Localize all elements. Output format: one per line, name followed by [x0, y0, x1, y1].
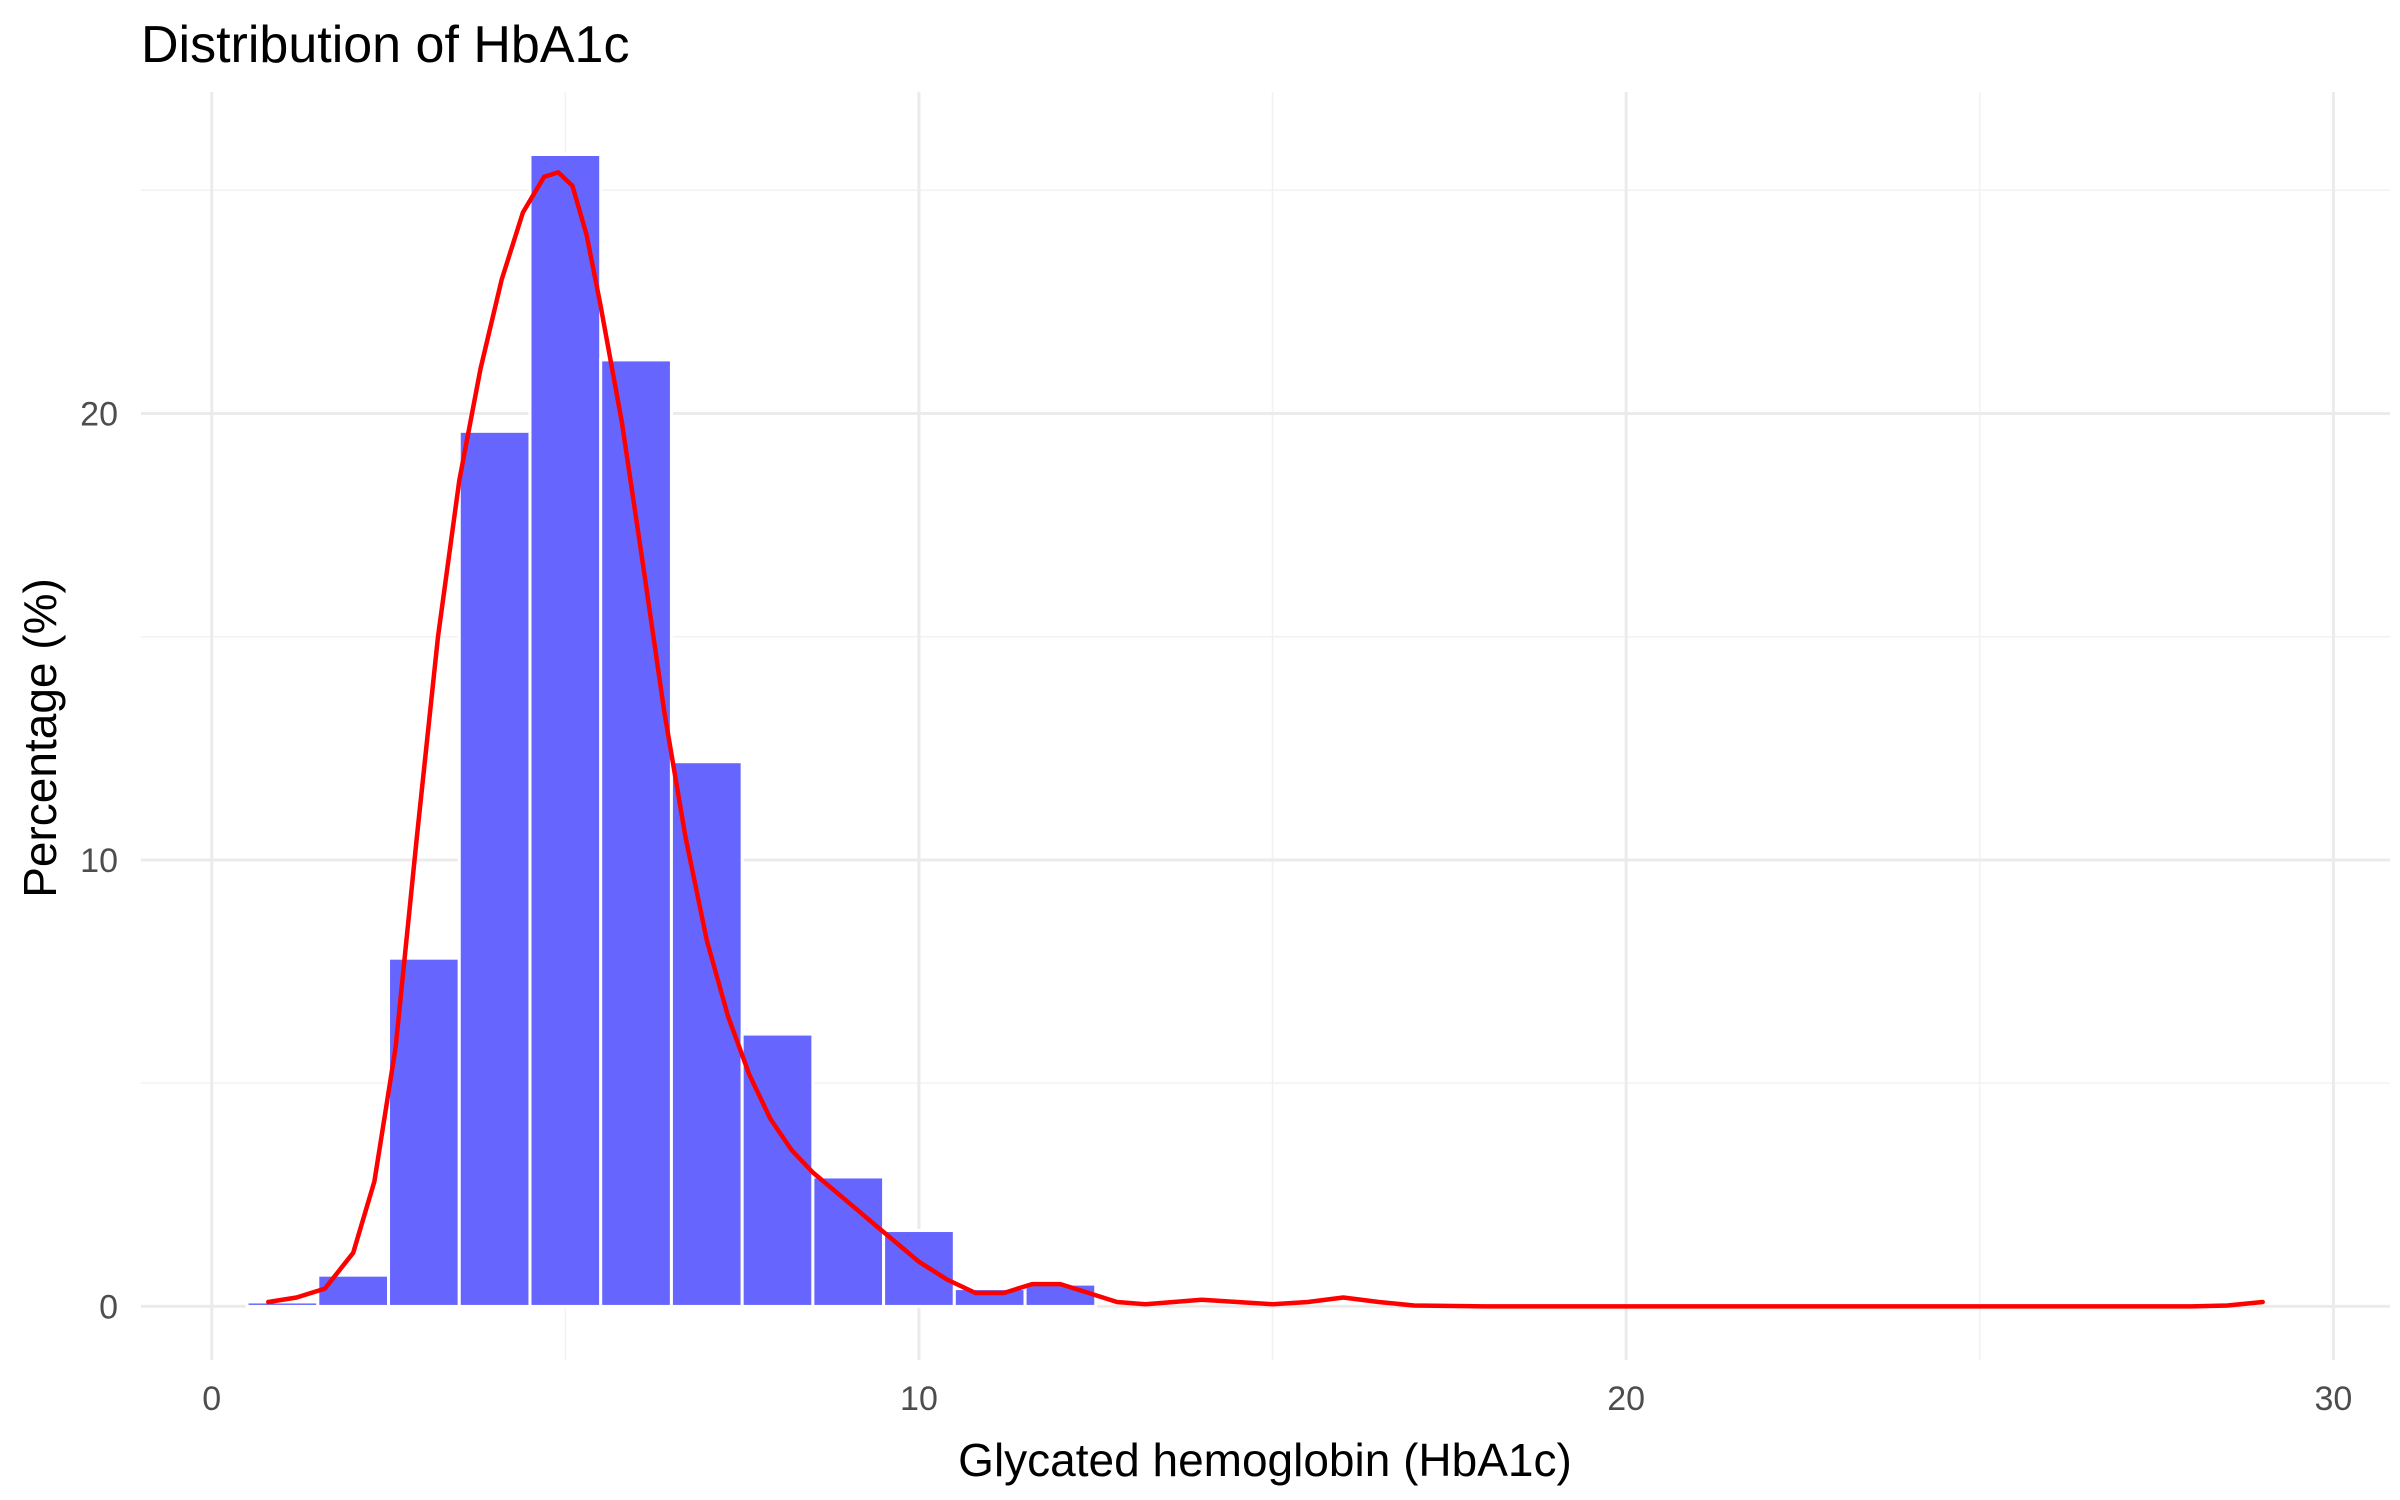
histogram-bar [811, 1175, 886, 1308]
histogram-bar [1023, 1282, 1098, 1308]
histogram-bar [245, 1300, 320, 1308]
y-tick-label: 20 [80, 395, 118, 433]
histogram-bar [316, 1273, 391, 1308]
x-tick-label: 30 [2315, 1380, 2353, 1418]
x-tick-label: 0 [202, 1380, 221, 1418]
y-tick-label: 0 [99, 1288, 118, 1326]
histogram-bars [245, 153, 1098, 1308]
x-axis-title: Glycated hemoglobin (HbA1c) [958, 1434, 1572, 1486]
histogram-bar [457, 429, 532, 1308]
x-axis-ticks: 0 10 20 30 [202, 1380, 2352, 1418]
y-tick-label: 10 [80, 842, 118, 880]
histogram-bar [740, 1032, 815, 1308]
y-axis-ticks: 0 10 20 [80, 395, 118, 1326]
y-axis-title: Percentage (%) [14, 578, 66, 898]
chart-title: Distribution of HbA1c [141, 16, 629, 74]
density-curve [266, 170, 2265, 1309]
x-tick-label: 20 [1607, 1380, 1645, 1418]
histogram-bar [669, 760, 744, 1308]
x-tick-label: 10 [900, 1380, 938, 1418]
histogram-bar [528, 153, 603, 1308]
density-curve-group [266, 170, 2265, 1309]
histogram-bar [599, 358, 673, 1308]
